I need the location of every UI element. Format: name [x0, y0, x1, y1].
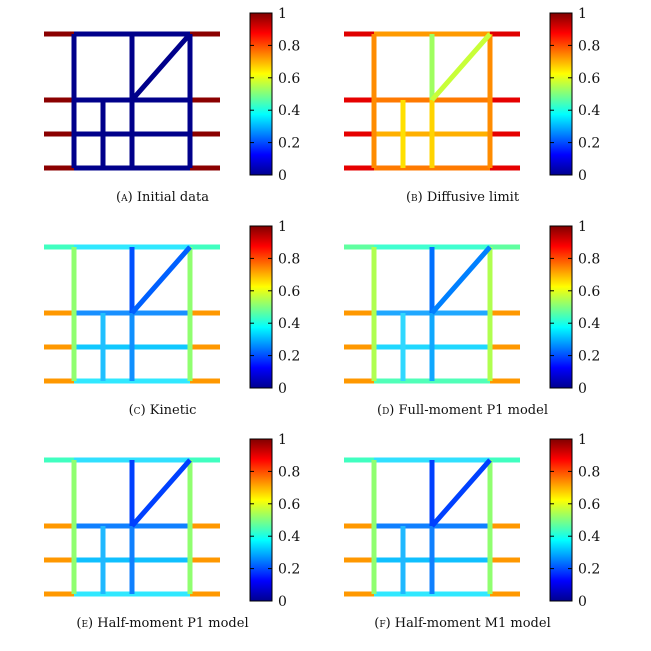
- colorbar-tick-label: 1: [278, 432, 287, 448]
- colorbar-tick-label: 0.6: [278, 71, 300, 87]
- edge-diagonal: [130, 245, 192, 315]
- colorbar-tick-label: 0.2: [578, 562, 600, 578]
- caption-letter: (d): [377, 403, 395, 418]
- colorbar: [249, 12, 273, 176]
- colorbar-ticks: [550, 12, 572, 176]
- caption-letter: (b): [405, 190, 423, 205]
- colorbar-tick-label: 1: [578, 6, 587, 22]
- network-edges: [344, 457, 520, 597]
- network-edges: [44, 31, 220, 171]
- colorbar-tick-label: 1: [278, 6, 287, 22]
- colorbar-tick-label: 0.2: [578, 349, 600, 365]
- caption-letter: (c): [128, 403, 146, 418]
- panel-c: 0 0.2 0.4 0.6 0.8 1 (c) Kinetic: [0, 213, 325, 430]
- caption-d: (d) Full-moment P1 model: [300, 403, 625, 418]
- caption-c: (c) Kinetic: [0, 403, 325, 418]
- colorbar-tick-label: 1: [578, 432, 587, 448]
- colorbar-tick-label: 0.2: [278, 562, 300, 578]
- colorbar-tick-label: 0.4: [578, 316, 600, 332]
- colorbar-tick-label: 0.6: [578, 71, 600, 87]
- network-plot-e: 0 0.2 0.4 0.6 0.8 1: [44, 432, 300, 610]
- network-edges: [344, 31, 520, 171]
- colorbar-ticks: [250, 438, 272, 602]
- colorbar-tick-label: 0.4: [578, 529, 600, 545]
- caption-title: Half-moment M1 model: [394, 616, 551, 631]
- caption-title: Kinetic: [149, 403, 197, 418]
- network-plot-c: 0 0.2 0.4 0.6 0.8 1: [44, 219, 300, 397]
- colorbar-ticks: [550, 225, 572, 389]
- panel-e: 0 0.2 0.4 0.6 0.8 1 (e) Half-moment P1 m…: [0, 426, 325, 643]
- network-plot-f: 0 0.2 0.4 0.6 0.8 1: [344, 432, 600, 610]
- colorbar-tick-label: 0.6: [278, 497, 300, 513]
- colorbar: [549, 438, 573, 602]
- colorbar-tick-label: 0: [278, 381, 287, 397]
- caption-title: Half-moment P1 model: [97, 616, 249, 631]
- colorbar-tick-label: 0.8: [578, 251, 600, 267]
- colorbar: [249, 438, 273, 602]
- network-edges: [44, 457, 220, 597]
- edge-diagonal: [430, 458, 492, 528]
- caption-title: Initial data: [136, 190, 209, 205]
- colorbar-tick-label: 0.8: [278, 251, 300, 267]
- colorbar-ticks: [250, 12, 272, 176]
- edge-diagonal: [430, 245, 492, 315]
- panel-d: 0 0.2 0.4 0.6 0.8 1 (d) Full-moment P1 m…: [300, 213, 625, 430]
- caption-title: Diffusive limit: [426, 190, 520, 205]
- colorbar-tick-label: 0.6: [278, 284, 300, 300]
- edge-diagonal: [430, 32, 492, 102]
- colorbar: [549, 12, 573, 176]
- panel-b: 0 0.2 0.4 0.6 0.8 1 (b) Diffusive limit: [300, 0, 625, 217]
- colorbar-tick-label: 0.2: [278, 349, 300, 365]
- caption-e: (e) Half-moment P1 model: [0, 616, 325, 631]
- colorbar-ticks: [250, 225, 272, 389]
- colorbar-tick-label: 1: [278, 219, 287, 235]
- network-plot-b: 0 0.2 0.4 0.6 0.8 1: [344, 6, 600, 184]
- network-edges: [344, 244, 520, 384]
- colorbar-tick-label: 0: [278, 168, 287, 184]
- colorbar-ticks: [550, 438, 572, 602]
- network-plot-d: 0 0.2 0.4 0.6 0.8 1: [344, 219, 600, 397]
- colorbar-tick-label: 0.8: [578, 38, 600, 54]
- caption-letter: (e): [76, 616, 94, 631]
- caption-title: Full-moment P1 model: [398, 403, 548, 418]
- colorbar-tick-label: 0.2: [278, 136, 300, 152]
- colorbar: [549, 225, 573, 389]
- colorbar-tick-label: 0.8: [278, 464, 300, 480]
- colorbar-tick-label: 0.8: [578, 464, 600, 480]
- colorbar-tick-label: 0.4: [578, 103, 600, 119]
- caption-letter: (f): [374, 616, 391, 631]
- colorbar-tick-label: 0.4: [278, 103, 300, 119]
- colorbar-tick-label: 0.2: [578, 136, 600, 152]
- colorbar-tick-label: 0: [578, 168, 587, 184]
- colorbar-tick-label: 1: [578, 219, 587, 235]
- edge-diagonal: [130, 32, 192, 102]
- colorbar-tick-label: 0.6: [578, 497, 600, 513]
- caption-letter: (a): [116, 190, 133, 205]
- network-plot-a: 0 0.2 0.4 0.6 0.8 1: [44, 6, 300, 184]
- colorbar-tick-label: 0.4: [278, 529, 300, 545]
- panel-a: 0 0.2 0.4 0.6 0.8 1 (a) Initial data: [0, 0, 325, 217]
- colorbar-tick-label: 0.6: [578, 284, 600, 300]
- caption-f: (f) Half-moment M1 model: [300, 616, 625, 631]
- colorbar: [249, 225, 273, 389]
- colorbar-tick-label: 0.4: [278, 316, 300, 332]
- caption-b: (b) Diffusive limit: [300, 190, 625, 205]
- colorbar-tick-label: 0.8: [278, 38, 300, 54]
- edge-diagonal: [130, 458, 192, 528]
- panel-f: 0 0.2 0.4 0.6 0.8 1 (f) Half-moment M1 m…: [300, 426, 625, 643]
- colorbar-tick-label: 0: [578, 594, 587, 610]
- network-edges: [44, 244, 220, 384]
- colorbar-tick-label: 0: [578, 381, 587, 397]
- colorbar-tick-label: 0: [278, 594, 287, 610]
- caption-a: (a) Initial data: [0, 190, 325, 205]
